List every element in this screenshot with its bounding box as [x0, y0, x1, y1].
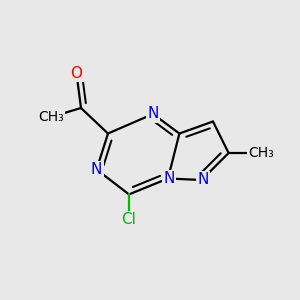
Text: CH₃: CH₃	[248, 146, 274, 160]
Text: N: N	[147, 106, 159, 122]
Text: N: N	[91, 162, 102, 177]
Text: N: N	[164, 171, 175, 186]
Text: N: N	[197, 172, 208, 188]
Text: Cl: Cl	[122, 212, 136, 227]
Text: CH₃: CH₃	[38, 110, 64, 124]
Text: O: O	[70, 66, 83, 81]
